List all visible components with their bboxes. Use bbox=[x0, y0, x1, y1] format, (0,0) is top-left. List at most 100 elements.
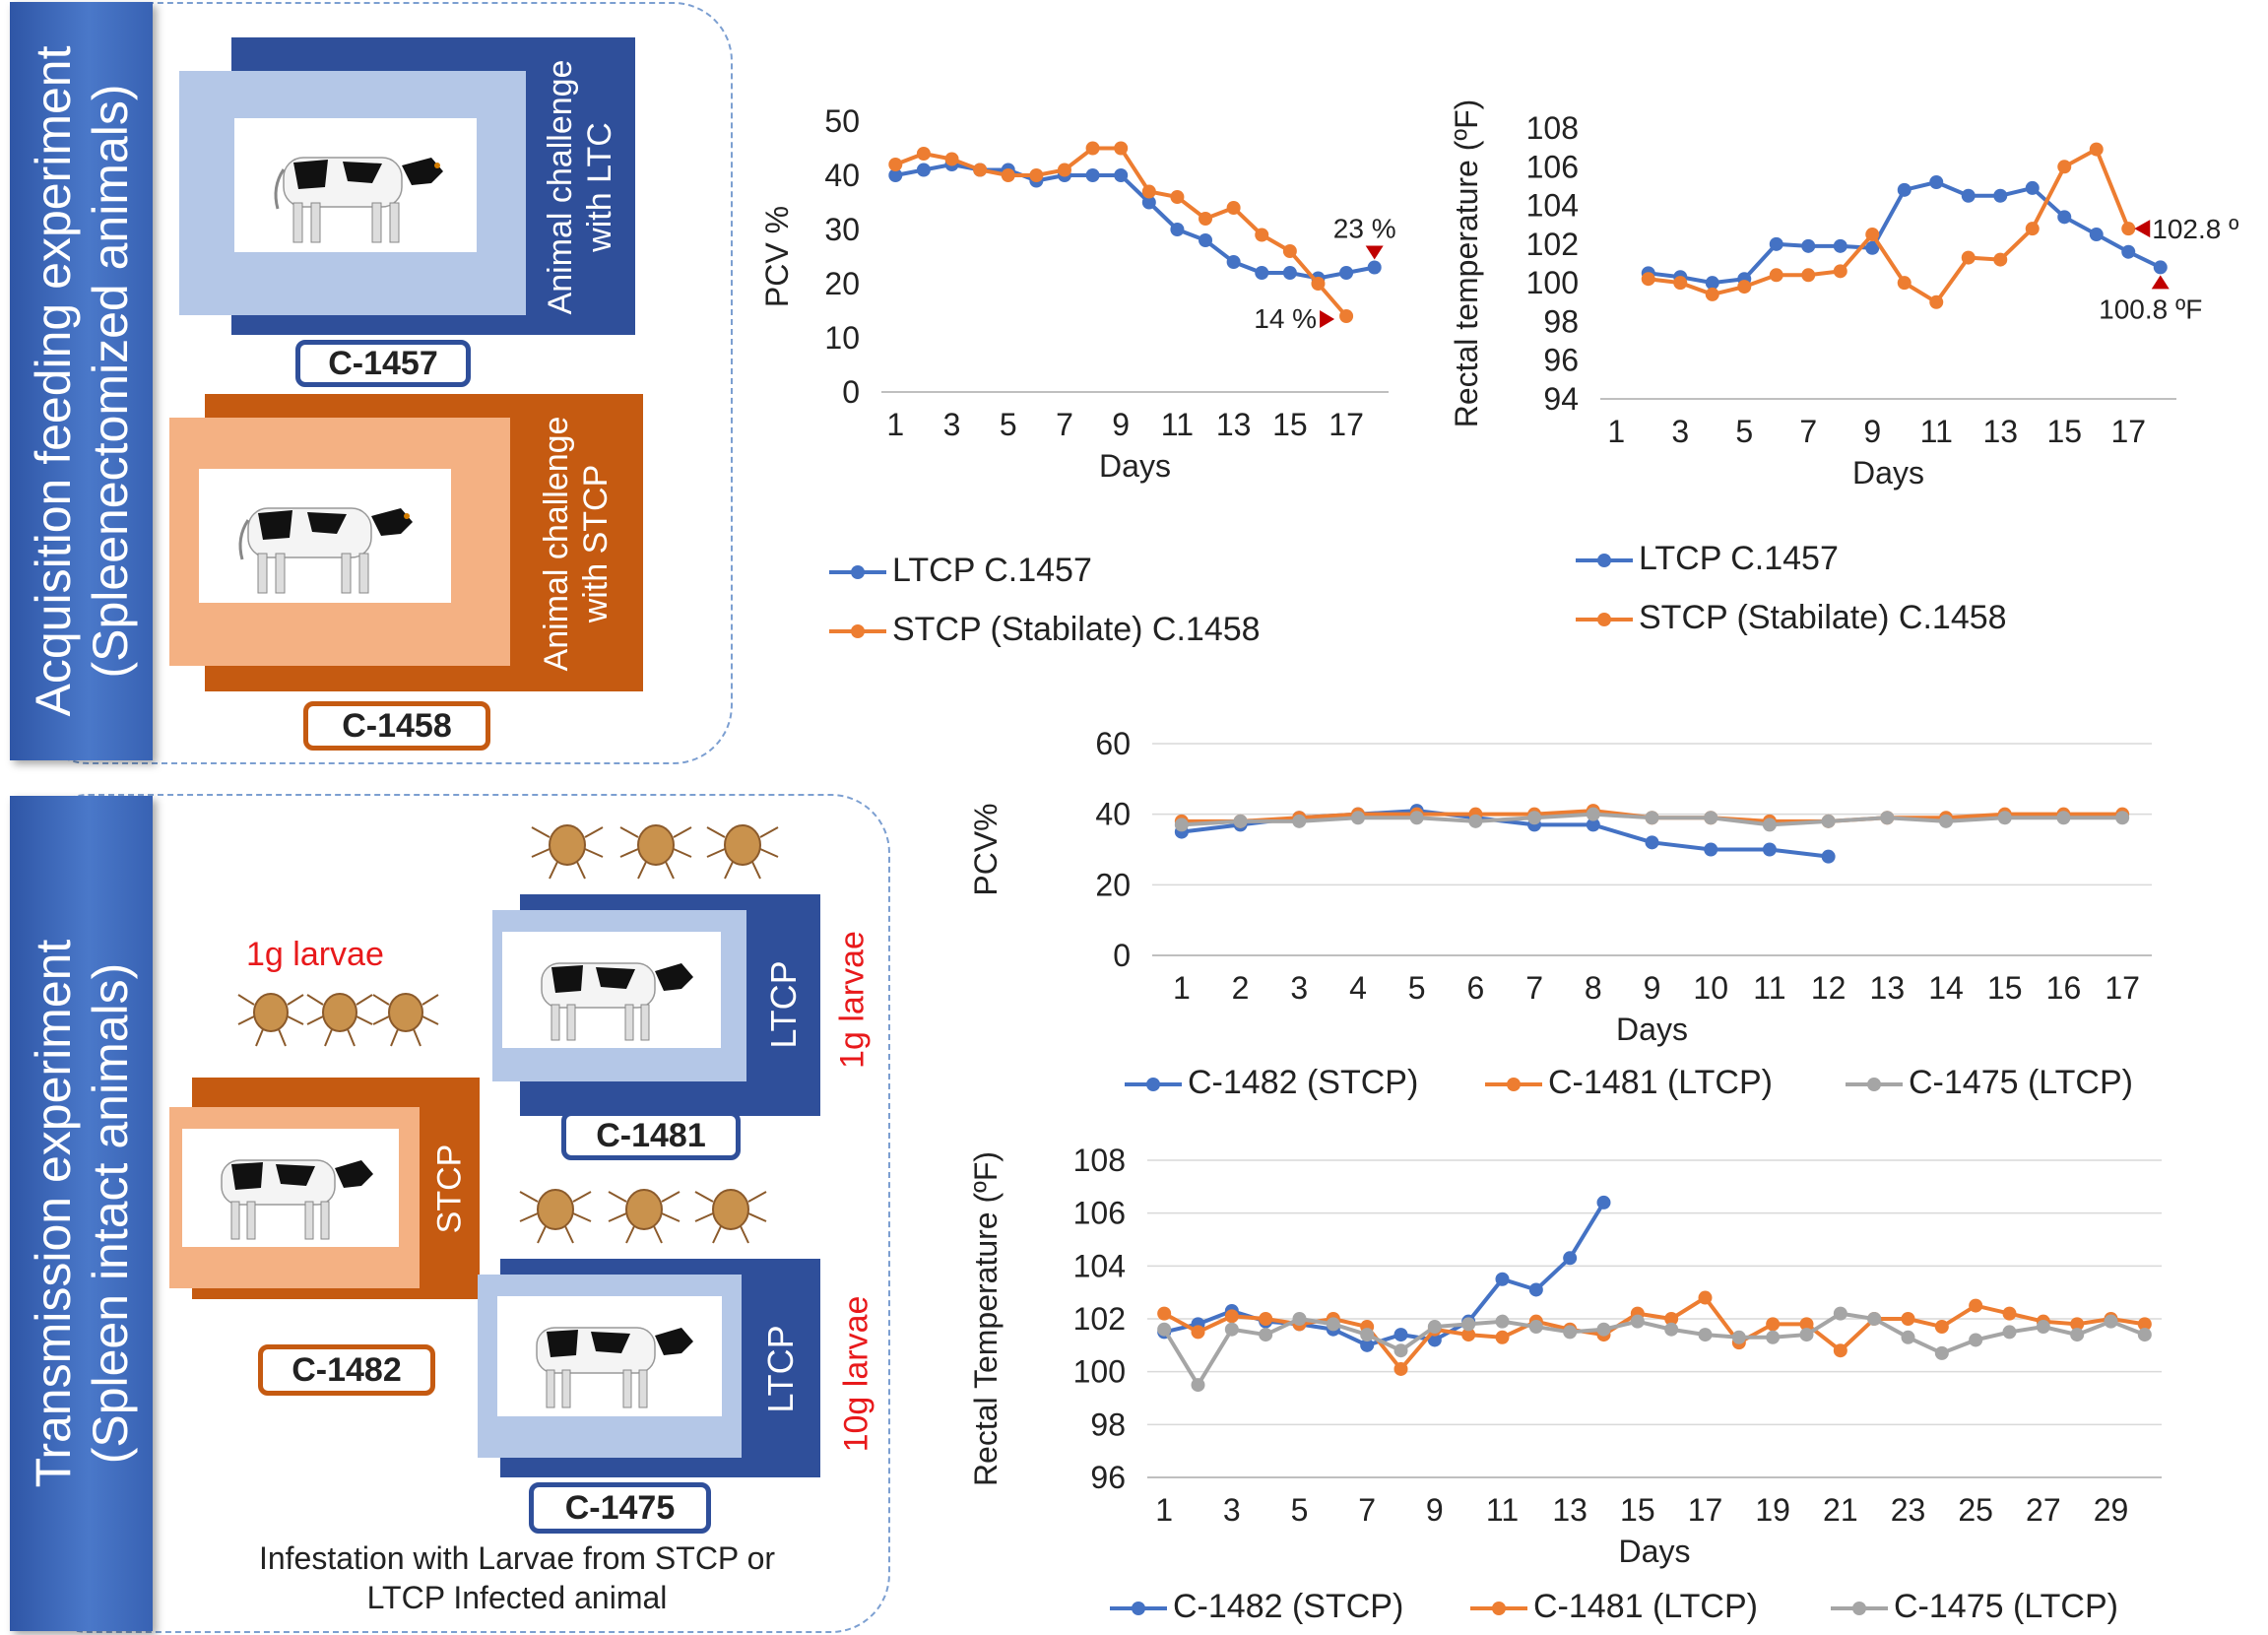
tick-icon bbox=[619, 824, 692, 880]
annotation-1008: 100.8 ºF bbox=[2099, 294, 2202, 324]
id-box-c1458: C-1458 bbox=[303, 701, 490, 751]
tick-icon bbox=[531, 824, 604, 880]
legend-marker bbox=[1470, 1602, 1527, 1616]
x-axis-label: Days bbox=[1616, 1012, 1688, 1047]
larvae-label-ltcp1: 1g larvae bbox=[833, 931, 872, 1069]
data-point bbox=[1170, 223, 1185, 236]
data-point bbox=[1833, 1306, 1847, 1321]
animal-1481-photo bbox=[502, 932, 721, 1048]
transmission-title: Transmission experiment (Spleen intact a… bbox=[25, 939, 138, 1488]
x-tick-label: 5 bbox=[1735, 414, 1753, 449]
y-tick-label: 100 bbox=[1073, 1354, 1126, 1390]
data-point bbox=[1114, 141, 1129, 156]
ltcp-label-1475: LTCP bbox=[742, 1261, 820, 1477]
tick-icon bbox=[237, 993, 304, 1047]
data-point bbox=[1495, 1272, 1510, 1286]
ltcp-text: LTCP bbox=[762, 960, 804, 1049]
y-tick-label: 106 bbox=[1526, 149, 1579, 184]
data-point bbox=[1255, 228, 1269, 242]
data-point bbox=[1226, 255, 1241, 269]
data-point bbox=[888, 158, 903, 171]
y-tick-label: 100 bbox=[1526, 265, 1579, 300]
data-point bbox=[1393, 1361, 1408, 1376]
data-point bbox=[1367, 260, 1382, 275]
data-point bbox=[1311, 277, 1326, 291]
data-point bbox=[1427, 1320, 1442, 1335]
x-tick-label: 17 bbox=[1688, 1492, 1723, 1528]
x-tick-label: 13 bbox=[1552, 1492, 1588, 1528]
data-point bbox=[1969, 1298, 1983, 1313]
animal-1475-photo bbox=[497, 1296, 722, 1416]
data-point bbox=[1495, 1314, 1510, 1329]
data-point bbox=[1085, 141, 1100, 156]
tick-group-middle bbox=[519, 1189, 767, 1244]
data-point bbox=[1339, 266, 1354, 280]
legend-entry: LTCP C.1457 bbox=[827, 552, 1092, 590]
y-tick-label: 20 bbox=[824, 266, 860, 301]
x-tick-label: 9 bbox=[1644, 970, 1661, 1006]
id-box-c1475: C-1475 bbox=[529, 1482, 711, 1534]
x-tick-label: 23 bbox=[1891, 1492, 1926, 1528]
legend-marker bbox=[829, 624, 886, 639]
data-point bbox=[2115, 811, 2130, 825]
animal-1-challenge-text: Animal challenge with LTC bbox=[542, 59, 618, 315]
legend-marker bbox=[1576, 613, 1633, 627]
legend-label: LTCP C.1457 bbox=[892, 552, 1092, 589]
x-tick-label: 3 bbox=[1223, 1492, 1241, 1528]
y-tick-label: 40 bbox=[824, 158, 860, 193]
legend-marker bbox=[1485, 1078, 1542, 1092]
data-point bbox=[1801, 268, 1816, 283]
data-point bbox=[2036, 1320, 2050, 1335]
data-point bbox=[1630, 1314, 1645, 1329]
x-tick-label: 19 bbox=[1755, 1492, 1790, 1528]
x-tick-label: 6 bbox=[1466, 970, 1484, 1006]
tick-group-top bbox=[531, 824, 779, 880]
x-axis-label: Days bbox=[1099, 448, 1171, 484]
data-point bbox=[916, 147, 931, 161]
data-point bbox=[1901, 1330, 1915, 1344]
y-tick-label: 60 bbox=[1095, 726, 1131, 761]
acquisition-title-bar: Acquisition feeding experiment (Spleenec… bbox=[10, 2, 153, 760]
x-tick-label: 15 bbox=[2046, 414, 2082, 449]
legend-marker bbox=[1576, 554, 1633, 568]
data-point bbox=[1897, 276, 1912, 291]
y-axis-label: Rectal temperature (ºF) bbox=[1449, 99, 1484, 428]
data-point bbox=[1292, 814, 1307, 828]
data-point bbox=[1586, 818, 1600, 832]
x-tick-label: 5 bbox=[1000, 407, 1017, 442]
tick-icon bbox=[306, 993, 373, 1047]
larvae-label-left: 1g larvae bbox=[246, 936, 384, 973]
legend-marker bbox=[1110, 1602, 1167, 1616]
data-point bbox=[1766, 1317, 1781, 1332]
animal-2-challenge-text: Animal challenge with STCP bbox=[538, 416, 615, 672]
y-tick-label: 96 bbox=[1543, 343, 1579, 378]
data-point bbox=[1114, 168, 1129, 182]
x-tick-label: 25 bbox=[1958, 1492, 1993, 1528]
data-point bbox=[1001, 168, 1015, 182]
acquisition-title: Acquisition feeding experiment (Spleenec… bbox=[25, 45, 138, 717]
x-tick-label: 5 bbox=[1408, 970, 1426, 1006]
x-tick-label: 14 bbox=[1928, 970, 1964, 1006]
data-point bbox=[1360, 1338, 1375, 1352]
data-point bbox=[1833, 238, 1847, 253]
data-point bbox=[1934, 1345, 1949, 1360]
x-tick-label: 11 bbox=[1486, 1492, 1519, 1528]
x-tick-label: 3 bbox=[1290, 970, 1308, 1006]
data-point bbox=[1704, 811, 1718, 825]
data-point bbox=[1141, 184, 1156, 199]
animal-1482-photo bbox=[182, 1129, 399, 1247]
legend-entry: STCP (Stabilate) C.1458 bbox=[1574, 599, 2007, 637]
data-point bbox=[2025, 222, 2040, 236]
data-point bbox=[1191, 1325, 1205, 1340]
legend-entry: C-1482 (STCP) bbox=[1108, 1588, 1403, 1626]
legend-label: C-1482 (STCP) bbox=[1173, 1588, 1404, 1625]
x-tick-label: 17 bbox=[2110, 414, 2146, 449]
legend-label: STCP (Stabilate) C.1458 bbox=[892, 611, 1261, 648]
data-point bbox=[1461, 1317, 1476, 1332]
data-point bbox=[1821, 814, 1836, 828]
x-tick-label: 1 bbox=[1173, 970, 1191, 1006]
data-point bbox=[1961, 188, 1976, 203]
red-arrow-marker bbox=[1320, 310, 1335, 328]
